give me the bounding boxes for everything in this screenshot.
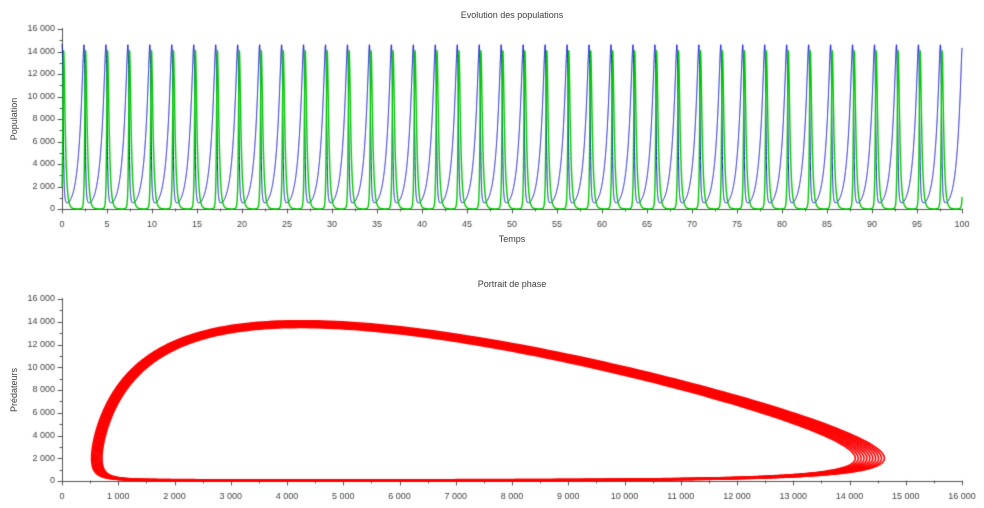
phase-chart-title: Portrait de phase: [477, 279, 547, 289]
phase-y-axis-label: Prédateurs: [9, 367, 19, 413]
evolution-chart-title: Evolution des populations: [460, 10, 564, 20]
evolution-y-axis-label: Population: [9, 97, 19, 141]
evolution-x-axis-label: Temps: [498, 234, 526, 244]
